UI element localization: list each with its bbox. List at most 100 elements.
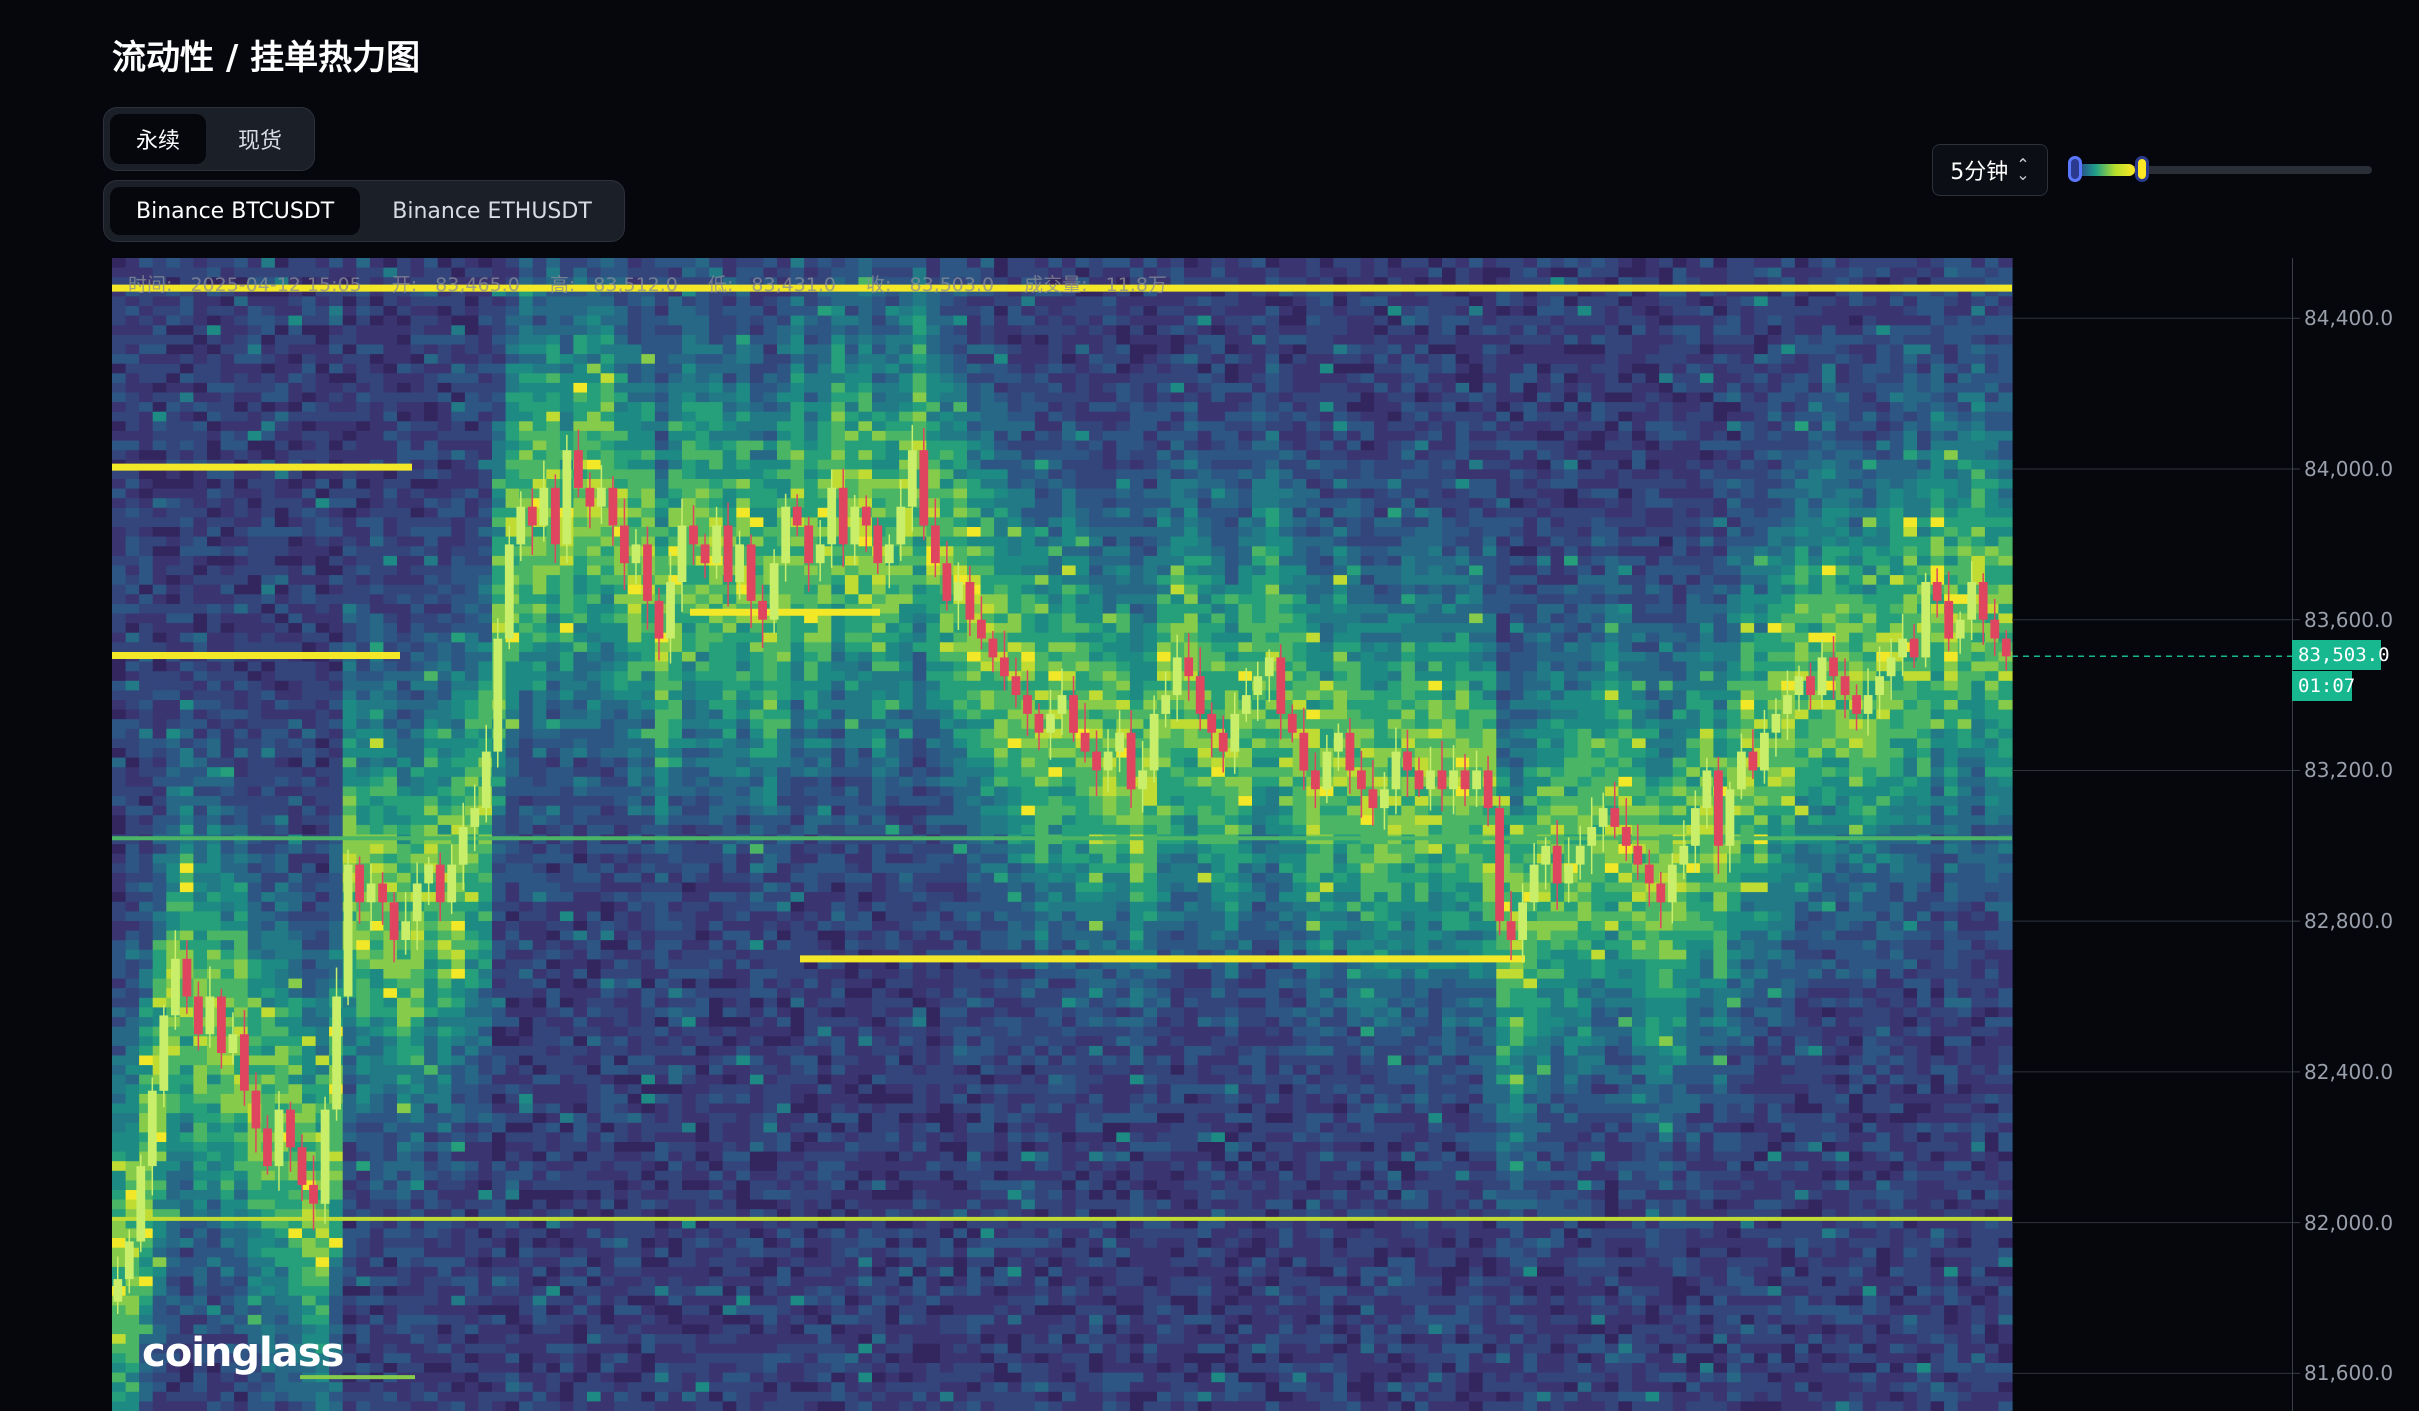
heatmap-cell [641, 344, 656, 355]
heatmap-cell [166, 392, 181, 403]
heatmap-cell [654, 354, 670, 365]
heatmap-cell [614, 392, 629, 403]
heatmap-cell [220, 334, 235, 346]
heatmap-cell [207, 661, 222, 672]
heatmap-cell [139, 411, 154, 422]
heatmap-cell [505, 1074, 520, 1085]
heatmap-cell [234, 1401, 249, 1411]
heatmap-cell [383, 334, 398, 346]
heatmap-cell [166, 1228, 181, 1239]
heatmap-cell [261, 949, 276, 960]
heatmap-cell [288, 258, 303, 269]
interval-select[interactable]: 5分钟 ⌃ ⌄ [1932, 144, 2048, 196]
heatmap-cell [397, 325, 412, 336]
heatmap-cell [166, 363, 181, 374]
heatmap-cell [559, 603, 575, 615]
heatmap-cell [112, 680, 127, 691]
heatmap-cell [315, 623, 330, 634]
heatmap-cell [125, 978, 140, 989]
heatmap-cell [179, 863, 195, 874]
heatmap-cell [600, 1007, 615, 1018]
heatmap-cell [234, 277, 249, 288]
tab-spot[interactable]: 现货 [238, 129, 283, 154]
intensity-slider[interactable] [2066, 150, 2372, 190]
slider-track [2076, 166, 2372, 174]
heatmap-cell [220, 325, 235, 336]
tab-ethusdt[interactable]: Binance ETHUSDT [392, 198, 592, 224]
tab-perpetual[interactable]: 永续 [110, 114, 207, 164]
heatmap-cell [614, 1295, 629, 1306]
heatmap-cell [410, 325, 425, 336]
heatmap-cell [627, 1007, 642, 1018]
slider-handle-low[interactable] [2068, 156, 2082, 182]
heatmap-cell [166, 1161, 181, 1172]
heatmap-cell [261, 978, 276, 989]
heatmap-cell [179, 719, 195, 730]
heatmap-cell [288, 382, 303, 394]
heatmap-cell [139, 402, 154, 413]
heatmap-cell [532, 853, 547, 864]
heatmap-cell [152, 796, 167, 807]
heatmap-cell [478, 555, 493, 567]
heatmap-cell [152, 1190, 167, 1201]
heatmap-cell [641, 536, 656, 547]
heatmap-cell [641, 1199, 656, 1210]
heatmap-cell [152, 1151, 167, 1162]
heatmap-cell [342, 546, 357, 557]
heatmap-cell [492, 940, 507, 951]
heatmap-cell [600, 498, 615, 509]
heatmap-cell [193, 642, 208, 653]
heatmap-cell [152, 1103, 167, 1114]
heatmap-cell [654, 796, 670, 807]
heatmap-cell [424, 354, 439, 365]
heatmap-cell [614, 623, 629, 634]
heatmap-cell [614, 642, 629, 653]
heatmap-cell [451, 1132, 466, 1143]
heatmap-cell [614, 517, 629, 528]
heatmap-cell [410, 1353, 425, 1364]
heatmap-cell [641, 603, 656, 615]
heatmap-cell [274, 728, 290, 739]
heatmap-cell [179, 690, 195, 701]
heatmap-cell [329, 1401, 344, 1411]
heatmap-cell [369, 997, 385, 1008]
heatmap-cell [315, 450, 330, 461]
heatmap-cell [356, 421, 371, 432]
heatmap-cell [627, 853, 642, 864]
slider-handle-high[interactable] [2135, 156, 2150, 182]
heatmap-cell [492, 863, 507, 874]
heatmap-cell [492, 354, 507, 365]
heatmap-cell [207, 1065, 222, 1076]
heatmap-cell [546, 382, 561, 394]
heatmap-cell [478, 642, 493, 653]
heatmap-cell [424, 373, 439, 384]
heatmap-cell [220, 863, 235, 874]
heatmap-cell [315, 392, 330, 403]
heatmap-cell [220, 1113, 235, 1124]
heatmap-cell [247, 1132, 262, 1143]
heatmap-cell [329, 680, 344, 691]
heatmap-cell [546, 1218, 561, 1229]
heatmap-cell [234, 767, 249, 778]
heatmap-cell [614, 296, 629, 307]
heatmap-cell [302, 315, 317, 326]
heatmap-cell [492, 815, 507, 826]
heatmap-cell [193, 363, 208, 374]
heatmap-cell [274, 1084, 290, 1095]
heatmap-cell [546, 306, 561, 317]
heatmap-cell [234, 1122, 249, 1133]
heatmap-cell [193, 430, 208, 442]
heatmap-cell [383, 296, 398, 307]
heatmap-cell [288, 824, 303, 836]
heatmap-cell [383, 738, 398, 749]
heatmap-cell [559, 853, 575, 864]
heatmap-cell [193, 392, 208, 403]
heatmap-cell [437, 363, 452, 374]
heatmap-cell [668, 709, 683, 720]
tab-btcusdt[interactable]: Binance BTCUSDT [110, 187, 361, 235]
heatmap-cell [532, 892, 547, 903]
heatmap-cell [519, 1266, 534, 1278]
heatmap-cell [505, 354, 520, 365]
heatmap-cell [193, 517, 208, 528]
